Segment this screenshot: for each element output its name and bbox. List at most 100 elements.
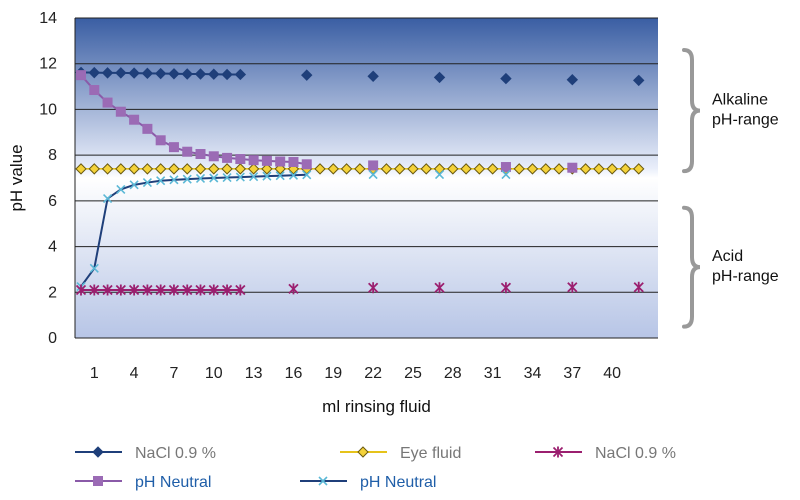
data-point [526,163,539,175]
legend-label: NaCl 0.9 % [135,445,216,462]
data-point [194,68,207,80]
data-point [314,163,326,175]
data-point [579,163,592,175]
data-point [168,163,180,175]
data-point [633,163,645,175]
data-point [168,284,180,296]
data-point [368,282,379,294]
data-point [208,163,220,175]
data-point [275,171,285,181]
x-tick-label: 4 [130,365,139,382]
data-point [142,123,153,134]
data-point [513,163,525,175]
data-point [235,284,246,296]
data-point [88,66,100,79]
marker-stroke [195,173,206,184]
data-point [301,69,313,81]
data-point [221,68,233,81]
data-point [434,170,445,180]
data-point [129,114,140,125]
data-point [368,160,379,171]
legend-label: pH Neutral [360,474,436,491]
x-tick-label: 28 [444,365,462,382]
x-tick-label: 25 [404,365,422,382]
data-point [76,70,86,81]
data-point [368,170,378,180]
y-tick-label: 12 [39,56,57,73]
data-point [234,163,247,175]
marker-stroke [235,172,245,182]
data-point [288,157,299,167]
y-tick-label: 4 [48,239,57,256]
data-point [89,85,100,95]
y-tick-label: 10 [39,101,57,118]
legend-label: NaCl 0.9 % [595,445,676,462]
data-point [89,263,99,273]
data-point [155,284,166,296]
legend-marker [92,446,104,458]
data-point [182,174,192,184]
data-point [155,135,166,146]
y-tick-label: 14 [39,10,57,27]
range-brace [682,205,701,329]
data-point [393,163,406,175]
data-point [128,163,140,175]
data-point [567,162,578,173]
data-point [327,163,340,175]
series-2 [75,281,644,296]
y-tick-label: 8 [48,147,57,164]
x-tick-label: 19 [324,365,342,382]
range-label-line2: pH-range [712,112,779,129]
data-point [275,156,286,167]
data-point [169,175,179,185]
marker-stroke [89,263,99,273]
data-point [195,284,206,296]
data-point [380,163,393,175]
data-point [249,172,259,182]
data-point [102,194,113,204]
data-point [235,172,245,182]
marker-stroke [102,194,113,204]
legend-item: pH Neutral [300,474,436,491]
data-point [434,282,445,294]
data-point [208,151,219,162]
x-tick-label: 31 [484,365,502,382]
x-tick-label: 7 [170,365,179,382]
data-point [195,149,206,159]
legend-item: Eye fluid [340,445,461,462]
legend-marker [93,476,103,486]
data-point [128,67,140,79]
data-point [88,163,100,175]
data-point [473,163,486,175]
data-point [208,68,220,80]
data-point [340,163,353,175]
marker-stroke [129,180,139,190]
data-point [102,284,113,296]
data-point [208,284,219,296]
data-point [115,67,127,79]
data-point [301,159,312,170]
data-point [182,146,193,157]
y-tick-label: 6 [48,193,57,210]
data-point [115,106,126,117]
x-tick-label: 1 [90,365,99,382]
data-point [235,154,246,165]
data-point [407,163,419,175]
marker-stroke [434,170,445,180]
marker-stroke [156,176,166,186]
data-point [248,155,259,166]
data-point [500,162,511,173]
data-point [102,97,113,108]
x-tick-label: 37 [563,365,581,382]
data-point [447,163,459,175]
legend-label: Eye fluid [400,445,461,462]
data-point [75,163,87,175]
marker-stroke [501,170,511,180]
data-point [354,163,366,175]
marker-stroke [249,172,259,182]
marker-stroke [182,174,192,184]
data-point [500,282,512,294]
range-label-line1: Alkaline [712,92,768,109]
